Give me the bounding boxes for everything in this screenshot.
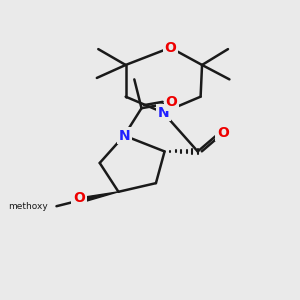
Text: N: N	[157, 106, 169, 119]
Text: N: N	[118, 129, 130, 142]
Polygon shape	[79, 192, 118, 203]
Text: O: O	[164, 41, 176, 55]
Text: O: O	[73, 190, 85, 205]
Text: O: O	[217, 126, 229, 140]
Text: O: O	[165, 95, 177, 110]
Text: methoxy: methoxy	[8, 202, 48, 211]
